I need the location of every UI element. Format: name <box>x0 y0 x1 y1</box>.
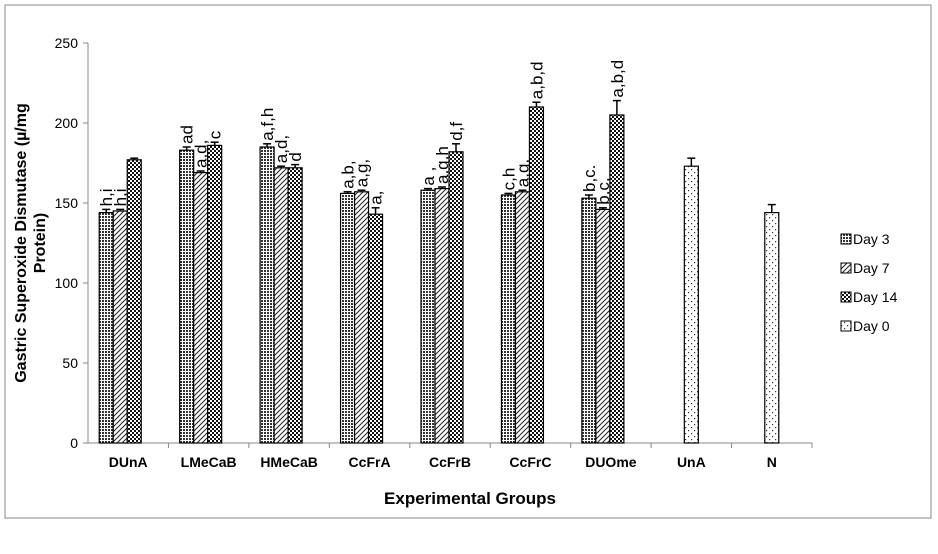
significance-label: b,c, <box>594 177 613 204</box>
bar-day-14-lmecab <box>207 144 223 444</box>
y-tick-label: 50 <box>62 355 78 371</box>
significance-label: a,f,h <box>258 108 277 141</box>
bar-day-0-una <box>683 165 699 444</box>
significance-label: b,c. <box>580 165 599 192</box>
bar-day-0-n <box>764 212 780 444</box>
bar-day-14-hmecab <box>287 167 303 444</box>
bar-day-3-duna <box>98 212 114 444</box>
significance-label: ad <box>178 125 197 144</box>
bar-day-14-duome <box>609 114 625 444</box>
x-tick-label: HMeCaB <box>260 454 318 470</box>
legend-swatch <box>840 291 852 303</box>
bar-day-3-ccfrc <box>500 194 517 444</box>
significance-label: a,g, <box>353 159 372 187</box>
y-tick-label: 100 <box>55 275 79 291</box>
significance-label: a,b, <box>339 160 358 188</box>
x-tick-label: CcFrC <box>509 454 551 470</box>
y-tick-label: 250 <box>55 35 79 51</box>
legend-label: Day 14 <box>853 289 898 305</box>
x-tick-label: CcFrB <box>429 454 471 470</box>
significance-label: d,f <box>447 122 466 141</box>
significance-label: d <box>286 152 305 161</box>
legend-label: Day 3 <box>853 231 890 247</box>
bar-day-7-ccfra <box>353 191 370 444</box>
y-axis-title-line1: Gastric Superoxide Dismutase (µ/mg <box>13 103 30 383</box>
legend-label: Day 0 <box>853 318 890 334</box>
y-axis-title: Gastric Superoxide Dismutase (µ/mg Protei… <box>13 103 49 383</box>
bar-day-14-ccfrb <box>448 151 464 444</box>
significance-label: a,d, <box>192 140 211 168</box>
legend-label: Day 7 <box>853 260 890 276</box>
significance-label: a,g,h <box>433 146 452 184</box>
bar-day-7-ccfrc <box>514 191 531 444</box>
bar-day-7-lmecab <box>193 172 209 444</box>
bar-day-7-duome <box>595 208 611 444</box>
legend-swatch <box>840 233 852 245</box>
significance-label: c,h <box>499 168 518 191</box>
bar-day-14-duna <box>126 159 142 444</box>
significance-label: a,b,d <box>608 60 627 98</box>
significance-label: a,d, <box>272 135 291 163</box>
bar-day-14-ccfrc <box>528 106 545 444</box>
bar-day-3-lmecab <box>179 149 195 444</box>
bar-day-7-hmecab <box>273 167 289 444</box>
bar-day-3-duome <box>581 197 597 444</box>
significance-label: h,i <box>97 188 116 206</box>
y-tick-label: 150 <box>55 195 79 211</box>
bar-day-3-ccfrb <box>420 189 436 444</box>
x-tick-label: CcFrA <box>349 454 391 470</box>
significance-label: a,b,d <box>527 61 546 99</box>
y-tick-label: 200 <box>55 115 79 131</box>
legend-swatch <box>840 262 852 274</box>
bar-day-3-hmecab <box>259 146 275 444</box>
x-tick-label: DUnA <box>109 454 148 470</box>
bar-day-3-ccfra <box>339 192 356 444</box>
bar-day-14-ccfra <box>367 213 384 444</box>
legend-swatch <box>840 320 852 332</box>
bar-day-7-duna <box>112 210 128 444</box>
significance-label: a,g, <box>513 159 532 187</box>
y-axis-title-line2: Protein) <box>32 213 49 273</box>
x-tick-label: DUOme <box>585 454 637 470</box>
x-axis-title: Experimental Groups <box>384 489 556 508</box>
x-tick-label: LMeCaB <box>181 454 237 470</box>
significance-label: h,i <box>111 188 130 206</box>
bar-day-7-ccfrb <box>434 188 450 444</box>
x-tick-label: UnA <box>677 454 706 470</box>
significance-label: a , <box>419 167 438 186</box>
significance-label: a, <box>367 191 386 205</box>
y-tick-label: 0 <box>70 435 78 451</box>
chart-frame <box>4 4 932 519</box>
significance-label: c <box>206 130 225 139</box>
x-tick-label: N <box>767 454 777 470</box>
